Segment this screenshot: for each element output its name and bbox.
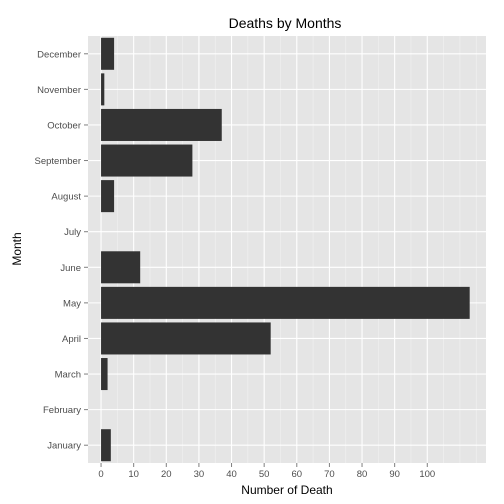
x-tick-label-80: 80	[357, 469, 368, 480]
bar-september	[101, 144, 193, 177]
x-tick-label-90: 90	[389, 469, 400, 480]
y-tick-label-may: May	[63, 298, 81, 309]
bar-november	[101, 73, 105, 106]
y-tick-label-february: February	[43, 405, 81, 416]
y-tick-label-march: March	[55, 370, 81, 381]
plot-panel	[88, 36, 486, 463]
chart-title: Deaths by Months	[229, 15, 342, 31]
x-tick-label-20: 20	[161, 469, 172, 480]
x-tick-label-50: 50	[259, 469, 270, 480]
y-tick-label-june: June	[60, 263, 81, 274]
bars	[101, 37, 470, 462]
x-tick-label-10: 10	[128, 469, 139, 480]
bar-april	[101, 322, 271, 355]
x-tick-label-70: 70	[324, 469, 335, 480]
y-tick-label-july: July	[64, 227, 81, 238]
x-tick-label-30: 30	[194, 469, 205, 480]
y-axis-title: Month	[10, 232, 24, 265]
y-tick-label-october: October	[47, 120, 81, 131]
bar-october	[101, 108, 222, 141]
bar-june	[101, 251, 141, 284]
bar-august	[101, 180, 115, 213]
y-tick-label-november: November	[37, 85, 81, 96]
y-tick-label-january: January	[47, 441, 81, 452]
y-tick-label-september: September	[35, 156, 81, 167]
bar-march	[101, 358, 108, 391]
y-axis: January February March April May June July Augu…	[35, 49, 88, 452]
x-tick-label-40: 40	[226, 469, 237, 480]
bar-january	[101, 429, 111, 462]
x-tick-label-60: 60	[291, 469, 302, 480]
bar-may	[101, 286, 470, 319]
x-axis-title: Number of Death	[241, 483, 332, 497]
x-tick-label-0: 0	[98, 469, 103, 480]
bar-december	[101, 37, 115, 70]
x-tick-label-100: 100	[419, 469, 435, 480]
y-tick-label-august: August	[51, 192, 81, 203]
x-axis: 0 10 20 30 40 50 60 70 80 90 100	[98, 463, 435, 480]
y-tick-label-april: April	[62, 334, 81, 345]
y-tick-label-december: December	[37, 49, 81, 60]
